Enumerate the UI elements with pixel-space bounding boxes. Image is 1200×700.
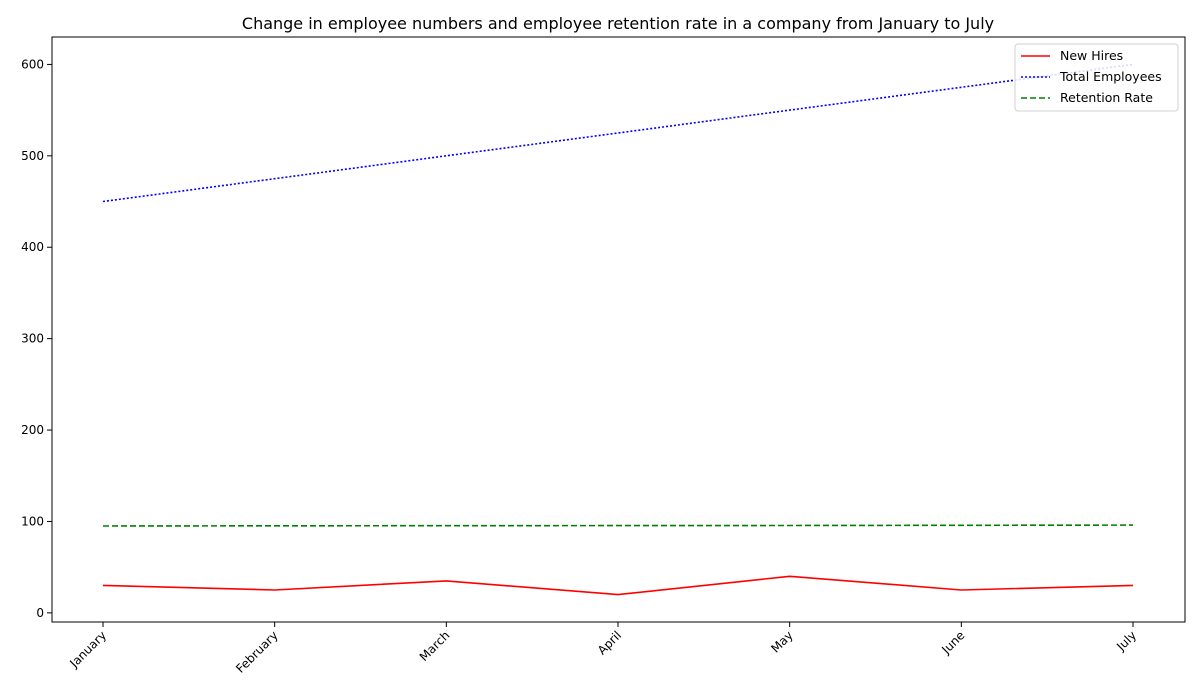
x-tick-label: January	[66, 628, 109, 671]
series-line-total-employees	[102, 63, 1134, 203]
x-tick-label: May	[768, 628, 795, 655]
plot-area-frame	[51, 36, 1186, 623]
y-tick-label: 400	[21, 240, 44, 254]
legend-frame	[1014, 43, 1179, 112]
series-line-retention-rate	[102, 524, 1134, 527]
legend-label: New Hires	[1060, 48, 1123, 63]
x-tick-label: July	[1113, 628, 1139, 654]
series-layer	[102, 63, 1134, 596]
y-tick-label: 200	[21, 423, 44, 437]
y-axis: 0 100 200 300 400 500 600	[21, 57, 52, 620]
chart-title: Change in employee numbers and employee …	[242, 14, 994, 33]
legend-label: Retention Rate	[1060, 90, 1153, 105]
series-line-new-hires	[102, 575, 1134, 596]
y-tick-label: 100	[21, 514, 44, 528]
y-tick-label: 600	[21, 57, 44, 71]
y-tick-label: 300	[21, 332, 44, 346]
x-tick-label: March	[417, 628, 453, 664]
x-axis: January February March April May June July	[66, 622, 1139, 676]
x-tick-label: February	[233, 628, 281, 676]
x-tick-label: June	[938, 628, 967, 657]
y-tick-label: 500	[21, 149, 44, 163]
y-tick-label: 0	[36, 606, 44, 620]
x-tick-label: April	[595, 628, 624, 657]
legend-label: Total Employees	[1059, 69, 1162, 84]
legend: New Hires Total Employees Retention Rate	[1014, 43, 1179, 112]
